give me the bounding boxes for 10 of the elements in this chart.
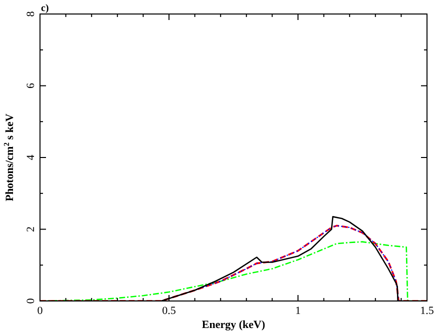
x-tick-label: 0.5 xyxy=(162,305,176,317)
x-tick-label: 1 xyxy=(295,305,301,317)
y-tick-label: 0 xyxy=(25,298,37,304)
y-tick-label: 6 xyxy=(25,82,37,88)
y-tick-label: 2 xyxy=(25,226,37,232)
x-axis-title: Energy (keV) xyxy=(202,319,266,331)
x-tick-label: 1.5 xyxy=(420,305,434,317)
chart-title: c) xyxy=(41,3,49,14)
y-tick-label: 8 xyxy=(25,10,37,17)
y-tick-label: 4 xyxy=(25,154,37,160)
